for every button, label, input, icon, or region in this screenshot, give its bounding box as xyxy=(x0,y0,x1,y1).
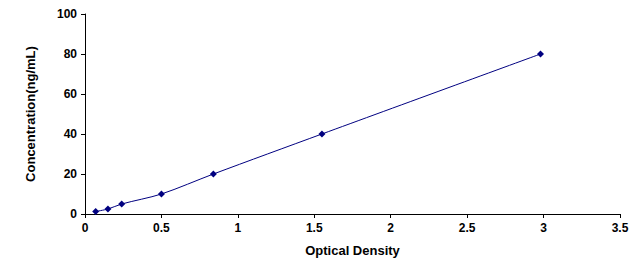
svg-text:Optical Density: Optical Density xyxy=(305,243,400,258)
svg-text:20: 20 xyxy=(64,167,78,181)
svg-text:80: 80 xyxy=(64,47,78,61)
svg-text:3: 3 xyxy=(540,221,547,235)
svg-text:0: 0 xyxy=(70,207,77,221)
svg-text:0: 0 xyxy=(82,221,89,235)
svg-text:40: 40 xyxy=(64,127,78,141)
svg-text:100: 100 xyxy=(57,7,77,21)
svg-text:1.5: 1.5 xyxy=(306,221,323,235)
svg-text:2.5: 2.5 xyxy=(459,221,476,235)
svg-text:3.5: 3.5 xyxy=(612,221,629,235)
svg-text:Concentration(ng/mL): Concentration(ng/mL) xyxy=(23,46,38,182)
svg-text:0.5: 0.5 xyxy=(153,221,170,235)
svg-text:1: 1 xyxy=(235,221,242,235)
svg-text:60: 60 xyxy=(64,87,78,101)
svg-text:2: 2 xyxy=(387,221,394,235)
